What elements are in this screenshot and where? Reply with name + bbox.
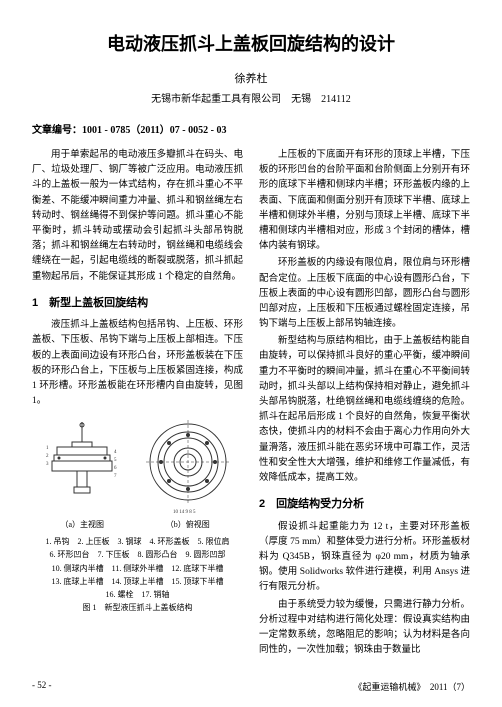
section-2-p2: 由于系统受力较为缓慢，只需进行静力分析。分析过程中对结构进行简化处理：假设真实结…: [259, 598, 470, 659]
svg-text:5: 5: [114, 458, 117, 463]
svg-text:3: 3: [46, 462, 49, 467]
section-2-heading: 2 回旋结构受力分析: [259, 496, 470, 514]
figure-1b-svg: 10 14 9 8 5: [143, 417, 233, 517]
figure-1b: 10 14 9 8 5 （b）俯视图: [143, 417, 233, 532]
page-footer: - 52 - 《起重运输机械》 2011（7）: [32, 680, 470, 693]
svg-text:4: 4: [114, 450, 117, 455]
figure-1-legend-1: 1. 吊钩 2. 上压板 3. 钢球 4. 环形盖板 5. 限位肩: [32, 536, 243, 547]
right-column: 上压板的下底面开有环形的顶球上半槽，下压板的环形凹台的台阶平面和台阶侧面上分别开…: [259, 148, 470, 660]
figure-1-legend-3: 10. 侧球内半槽 11. 侧球外半槽 12. 底球下半槽: [32, 563, 243, 574]
two-column-layout: 用于单索起吊的电动液压多瓣抓斗在码头、电厂、垃圾处理厂、钢厂等被广泛应用。电动液…: [32, 148, 470, 660]
svg-text:7: 7: [114, 474, 117, 479]
article-id: 文章编号：1001 - 0785（2011）07 - 0052 - 03: [32, 121, 470, 136]
figure-1-caption: 图 1 新型液压抓斗上盖板结构: [32, 602, 243, 613]
affiliation: 无锡市新华起重工具有限公司 无锡 214112: [32, 90, 470, 105]
intro-paragraph: 用于单索起吊的电动液压多瓣抓斗在码头、电厂、垃圾处理厂、钢厂等被广泛应用。电动液…: [32, 148, 243, 285]
svg-text:2: 2: [46, 454, 49, 459]
article-title: 电动液压抓斗上盖板回旋结构的设计: [32, 30, 470, 56]
left-column: 用于单索起吊的电动液压多瓣抓斗在码头、电厂、垃圾处理厂、钢厂等被广泛应用。电动液…: [32, 148, 243, 660]
figure-1b-caption: （b）俯视图: [143, 519, 233, 532]
right-p1: 上压板的下底面开有环形的顶球上半槽，下压板的环形凹台的台阶平面和台阶侧面上分别开…: [259, 148, 470, 254]
svg-text:6: 6: [114, 466, 117, 471]
figure-1-legend-5: 16. 螺栓 17. 销轴: [32, 589, 243, 600]
section-1-paragraph: 液压抓斗上盖板结构包括吊钩、上压板、环形盖板、下压板、吊钩下端与上压板上部相连。…: [32, 318, 243, 409]
right-p3: 新型结构与原结构相比，由于上盖板结构能自由旋转，可以保持抓斗良好的重心平衡，缓冲…: [259, 334, 470, 486]
right-p2: 环形盖板的内缘设有限位肩，限位肩与环形槽配合定位。上压板下底面的中心设有圆形凸台…: [259, 256, 470, 332]
figure-1-images: 1 2 3 4 5 6 7 （a）主视图: [32, 417, 243, 532]
svg-text:10 14 9 8 5: 10 14 9 8 5: [173, 510, 196, 515]
section-2-p1: 假设抓斗起重能力为 12 t，主要对环形盖板（厚度 75 mm）和整体受力进行分…: [259, 520, 470, 596]
figure-1a: 1 2 3 4 5 6 7 （a）主视图: [42, 417, 122, 532]
svg-text:1: 1: [46, 446, 49, 451]
page-number: - 52 -: [32, 680, 52, 693]
figure-1: 1 2 3 4 5 6 7 （a）主视图: [32, 417, 243, 613]
figure-1-legend-2: 6. 环形凹台 7. 下压板 8. 圆形凸台 9. 圆形凹部: [32, 549, 243, 560]
section-1-heading: 1 新型上盖板回旋结构: [32, 295, 243, 313]
journal-name: 《起重运输机械》 2011（7）: [353, 680, 470, 693]
figure-1a-caption: （a）主视图: [42, 519, 122, 532]
author-name: 徐养杜: [32, 70, 470, 86]
figure-1a-svg: 1 2 3 4 5 6 7: [42, 417, 122, 517]
figure-1-legend-4: 13. 底球上半槽 14. 顶球上半槽 15. 顶球下半槽: [32, 576, 243, 587]
